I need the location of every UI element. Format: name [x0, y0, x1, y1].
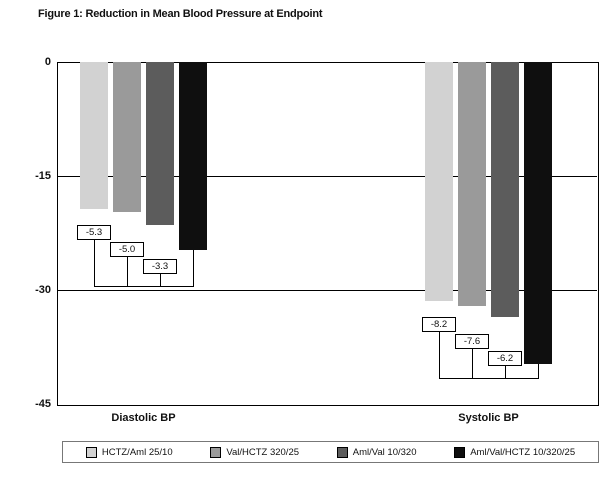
legend-label: Val/HCTZ 320/25 — [226, 446, 300, 458]
bar — [113, 62, 141, 212]
legend-item: Val/HCTZ 320/25 — [210, 446, 300, 458]
legend-item: HCTZ/Aml 25/10 — [85, 446, 173, 458]
legend: HCTZ/Aml 25/10 Val/HCTZ 320/25 Aml/Val 10/… — [62, 441, 599, 463]
value-label: -7.6 — [455, 334, 489, 350]
comparison-bracket-line — [94, 286, 194, 288]
y-axis-tick-label: 0 — [44, 56, 51, 68]
legend-label: HCTZ/Aml 25/10 — [101, 446, 173, 458]
legend-label: Aml/Val 10/320 — [352, 446, 417, 458]
comparison-bracket-line — [505, 366, 506, 379]
y-axis-tick-label: -30 — [35, 284, 51, 296]
comparison-bracket-line — [472, 349, 473, 379]
bar — [80, 62, 108, 210]
legend-swatch — [85, 446, 97, 458]
y-axis-tick-label: -15 — [35, 170, 51, 182]
value-label: -3.3 — [143, 259, 177, 275]
value-label: -8.2 — [422, 317, 456, 333]
legend-item: Aml/Val/HCTZ 10/320/25 — [454, 446, 576, 458]
value-label: -5.0 — [110, 242, 144, 258]
legend-label: Aml/Val/HCTZ 10/320/25 — [470, 446, 576, 458]
y-axis-tick-label: -45 — [35, 398, 51, 410]
comparison-bracket-line — [160, 274, 161, 287]
comparison-bracket-line — [439, 332, 440, 379]
bar — [458, 62, 486, 306]
comparison-bracket-line — [193, 249, 194, 287]
legend-swatch — [454, 446, 466, 458]
bar — [524, 62, 552, 364]
figure-title: Figure 1: Reduction in Mean Blood Pressu… — [38, 8, 323, 20]
comparison-bracket-line — [538, 363, 539, 379]
bar — [179, 62, 207, 250]
value-label: -5.3 — [77, 225, 111, 241]
gridline — [57, 290, 597, 291]
comparison-bracket-line — [439, 378, 539, 380]
gridline — [57, 176, 597, 177]
legend-swatch — [336, 446, 348, 458]
comparison-bracket-line — [94, 240, 95, 287]
bar — [491, 62, 519, 317]
legend-swatch — [210, 446, 222, 458]
legend-item: Aml/Val 10/320 — [336, 446, 417, 458]
bar — [146, 62, 174, 225]
value-label: -6.2 — [488, 351, 522, 367]
x-axis-group-label: Systolic BP — [458, 412, 519, 424]
comparison-bracket-line — [127, 257, 128, 287]
x-axis-group-label: Diastolic BP — [111, 412, 176, 424]
bar — [425, 62, 453, 302]
